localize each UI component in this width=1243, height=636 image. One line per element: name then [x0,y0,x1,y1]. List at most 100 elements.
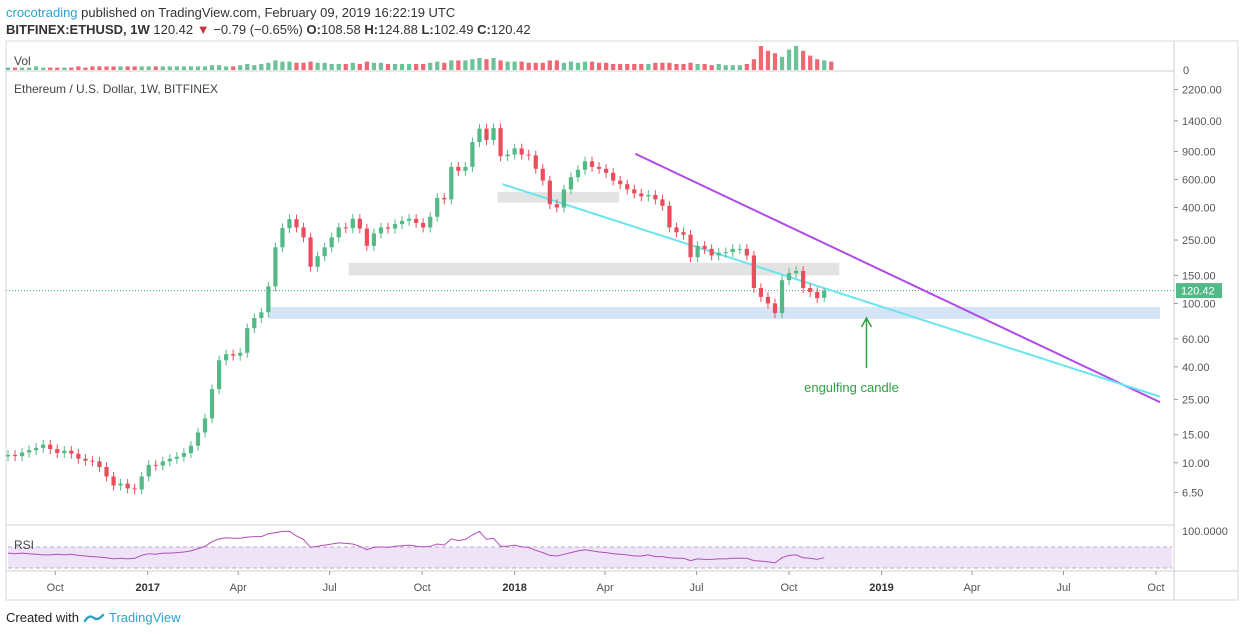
volume-bar [484,59,489,70]
candle-up [216,360,222,390]
volume-bar [238,65,243,70]
candle-down [709,248,714,256]
candle-down [653,194,658,200]
ohlc-line: BITFINEX:ETHUSD, 1W 120.42 ▼ −0.79 (−0.6… [6,21,531,38]
volume-bar [209,65,215,70]
pane-frames [5,40,1239,601]
volume-bar [695,64,700,70]
volume-bar [737,65,742,70]
volume-bar [350,62,355,70]
price-tick-label: 1400.00 [1182,116,1222,128]
cyan-trendline[interactable] [502,183,1161,398]
candle-down [421,222,426,228]
candle-down [639,193,644,197]
candle-down [751,255,756,288]
volume-bar [259,64,264,70]
footer: Created with TradingView [6,610,181,625]
candle-down [808,287,813,292]
volume-bar [449,60,454,70]
price-axis: 2200.00 1400.00 900.00 600.00 400.00 250.00 15… [1174,85,1222,500]
high-value: 124.88 [378,22,418,37]
price-pane-title: Ethereum / U.S. Dollar, 1W, BITFINEX [14,82,218,96]
volume-bar [751,59,756,70]
candle-up [329,237,334,248]
candle-down [90,460,95,462]
candle-up [174,456,179,459]
volume-bar [526,62,531,70]
volume-bar [723,65,728,70]
volume-bar [322,62,327,70]
candlesticks [5,123,827,495]
candle-up [695,245,700,258]
candle-up [350,218,355,229]
volume-bar [786,49,792,70]
volume-bar [5,67,11,70]
candle-up [167,458,172,462]
volume-bar [273,60,278,70]
rsi-axis-label: 100.0000 [1182,526,1228,538]
candle-down [484,128,489,141]
candle-up [188,445,194,454]
candle-down [702,245,707,249]
volume-bar [470,59,475,70]
volume-bar [48,67,53,70]
candle-up [406,218,412,221]
last-price-badge-bg [1176,283,1222,299]
candle-up [139,476,144,490]
volume-bar [772,53,778,70]
volume-bar [378,62,384,70]
time-tick-label: Oct [47,582,64,594]
author-name[interactable]: crocotrading [6,5,78,20]
candle-down [83,458,88,461]
candle-down [765,296,771,304]
tradingview-brand[interactable]: TradingView [108,610,181,625]
volume-bar [19,67,25,70]
trendlines[interactable] [502,152,1161,404]
volume-bar [399,64,405,70]
annotation-label: engulfing candle [804,380,899,395]
candle-up [822,290,827,298]
candle-down [69,450,74,454]
volume-bar [26,67,32,70]
candle-up [716,252,721,256]
volume-bar [730,65,735,70]
volume-bar [188,66,194,70]
volume-bar [533,62,538,70]
volume-bar [815,59,820,70]
volume-bar [202,66,208,70]
volume-bar [385,64,391,70]
price-tick-label: 2200.00 [1182,85,1222,97]
volume-bar [146,66,151,70]
volume-bar [582,61,588,70]
candle-up [252,318,257,329]
purple-trendline[interactable] [634,152,1161,404]
volume-bar [540,62,545,70]
last-price: 120.42 [153,22,194,37]
price-change: −0.79 (−0.65%) [213,22,303,37]
volume-bar [604,62,609,70]
candle-down [55,448,60,454]
volume-bar [414,64,419,70]
volume-bar [611,64,616,70]
candle-up [449,166,454,200]
candle-up [195,432,201,446]
open-value: 108.58 [320,22,361,37]
price-tick-label: 15.00 [1182,430,1210,442]
time-tick-label: 2018 [502,582,526,594]
volume-bar [646,64,651,70]
down-arrow-icon: ▼ [196,22,210,37]
candle-down [153,464,158,466]
volume-bar [779,56,785,70]
candle-down [111,476,116,486]
time-tick-label: Oct [781,582,798,594]
candle-up [19,452,25,457]
volume-zero-label: 0 [1183,65,1189,77]
price-tick-label: 400.00 [1182,203,1216,215]
volume-label: Vol [14,54,31,68]
candle-down [554,204,559,208]
candle-up [5,454,11,457]
volume-bar [681,64,686,70]
close-label: C: [477,22,491,37]
candle-down [801,270,806,288]
